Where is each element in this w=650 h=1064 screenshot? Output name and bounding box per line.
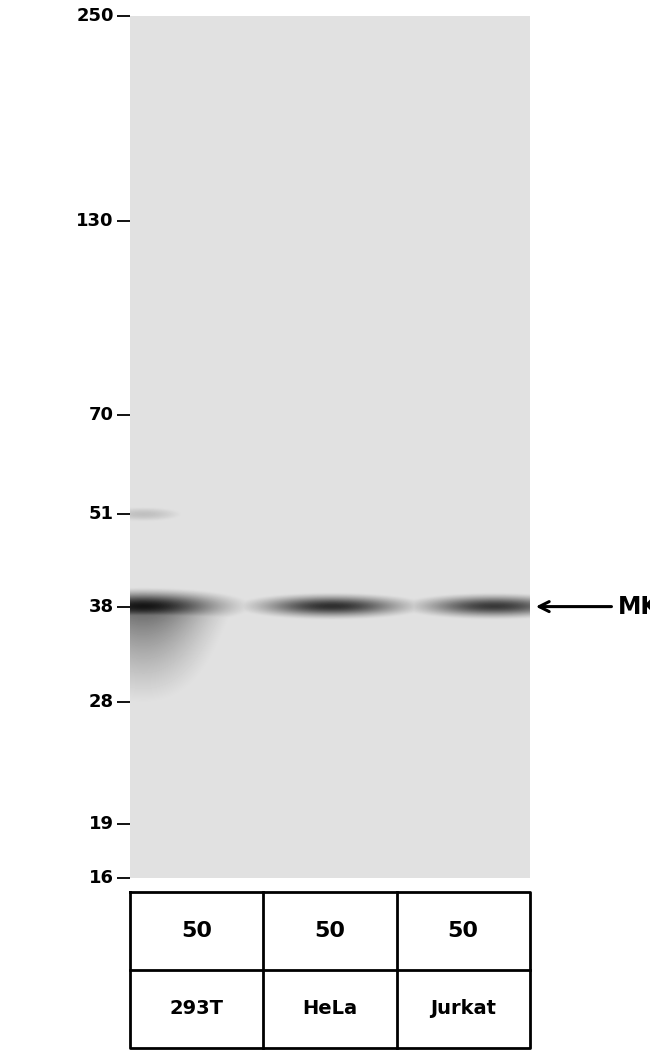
Text: Jurkat: Jurkat [430, 999, 496, 1018]
Text: 70: 70 [89, 406, 114, 425]
Text: 50: 50 [181, 920, 212, 941]
Text: 50: 50 [448, 920, 478, 941]
Text: 293T: 293T [170, 999, 224, 1018]
Text: 38: 38 [88, 598, 114, 616]
Text: 19: 19 [89, 815, 114, 833]
Text: 16: 16 [89, 869, 114, 886]
Text: 28: 28 [88, 694, 114, 712]
Text: MKI67IP: MKI67IP [618, 595, 650, 618]
Text: 50: 50 [315, 920, 345, 941]
Text: HeLa: HeLa [302, 999, 358, 1018]
Text: 250: 250 [76, 7, 114, 24]
Text: 130: 130 [76, 212, 114, 230]
Text: 51: 51 [89, 505, 114, 523]
